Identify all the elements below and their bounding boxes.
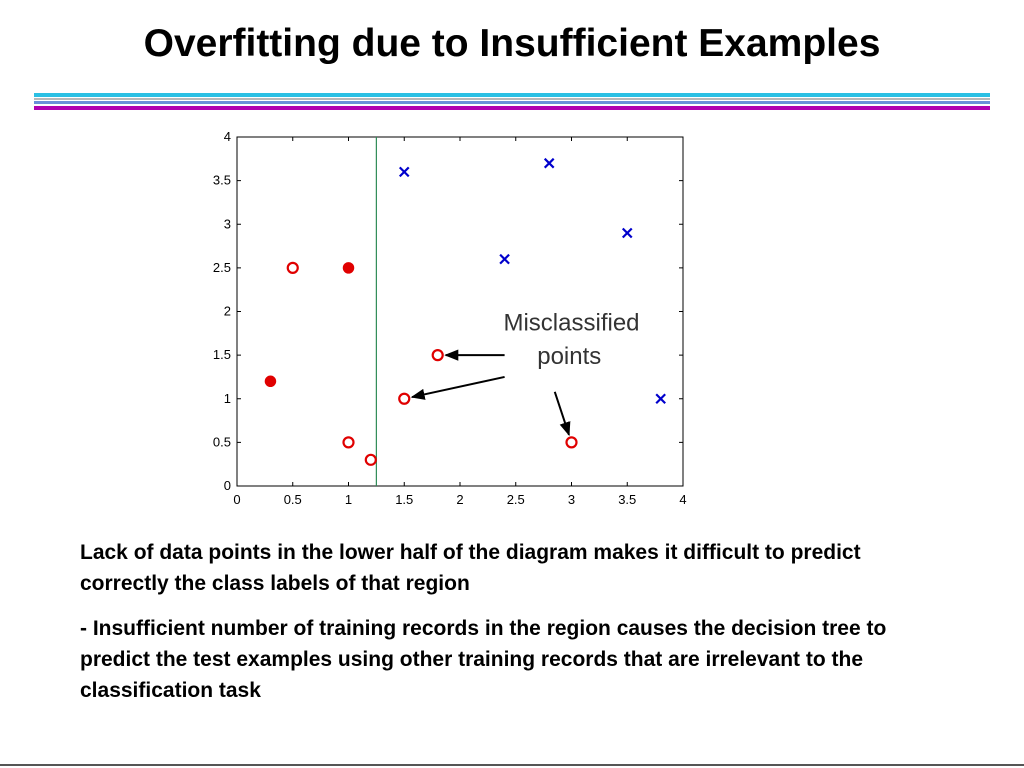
data-point-circle-open <box>431 349 444 362</box>
data-point-circle-open <box>286 261 299 274</box>
annotation-arrow <box>553 391 571 437</box>
title-rule-gray <box>34 98 990 100</box>
data-point-circle-open <box>565 436 578 449</box>
y-tick-label: 4 <box>224 129 231 144</box>
y-tick-label: 3 <box>224 216 231 231</box>
paragraph-2: - Insufficient number of training record… <box>80 617 887 702</box>
data-point-cross <box>499 253 510 265</box>
paragraph-1: Lack of data points in the lower half of… <box>80 541 861 595</box>
slide-title: Overfitting due to Insufficient Examples <box>143 22 881 65</box>
y-tick-label: 2 <box>224 304 231 319</box>
y-tick-label: 2.5 <box>213 260 231 275</box>
data-point-cross <box>621 227 633 239</box>
data-point-circle-filled <box>342 262 355 274</box>
x-tick-label: 2.5 <box>507 492 525 507</box>
title-rule-blue <box>34 101 990 104</box>
scatter-chart: 0 0.5 1 1.5 2 2.5 3 3.5 4 0 0.5 1 1.5 2 2.5 3 3.5 4 Miscla… <box>213 129 687 507</box>
y-tick-label: 1.5 <box>213 347 231 362</box>
data-point-cross <box>543 157 555 169</box>
footer-line <box>0 764 1024 766</box>
x-tick-label: 4 <box>679 492 686 507</box>
x-tick-label: 3 <box>568 492 575 507</box>
y-tick-label: 0.5 <box>213 434 231 449</box>
title-rule-magenta <box>34 106 990 110</box>
data-point-cross <box>655 393 666 405</box>
data-point-cross <box>398 166 410 178</box>
data-point-circle-open <box>398 392 411 405</box>
x-tick-label: 1.5 <box>395 492 413 507</box>
annotation-label-line-1: Misclassified <box>503 310 639 337</box>
x-tick-label: 2 <box>456 492 463 507</box>
x-tick-label: 0.5 <box>284 492 302 507</box>
y-tick-label: 3.5 <box>213 173 231 188</box>
annotation-arrow <box>410 375 505 400</box>
x-tick-label: 3.5 <box>618 492 636 507</box>
data-point-circle-filled <box>264 375 277 388</box>
annotation-label-line-2: points <box>537 343 601 370</box>
slide-text: Lack of data points in the lower half of… <box>80 537 950 720</box>
plot-frame <box>236 136 684 487</box>
x-tick-label: 0 <box>233 492 240 507</box>
data-point-circle-open <box>342 436 355 449</box>
title-rule-cyan <box>34 93 990 97</box>
data-point-circle-open <box>364 453 377 466</box>
y-tick-label: 0 <box>224 478 231 493</box>
y-tick-label: 1 <box>224 391 231 406</box>
x-tick-label: 1 <box>345 492 352 507</box>
